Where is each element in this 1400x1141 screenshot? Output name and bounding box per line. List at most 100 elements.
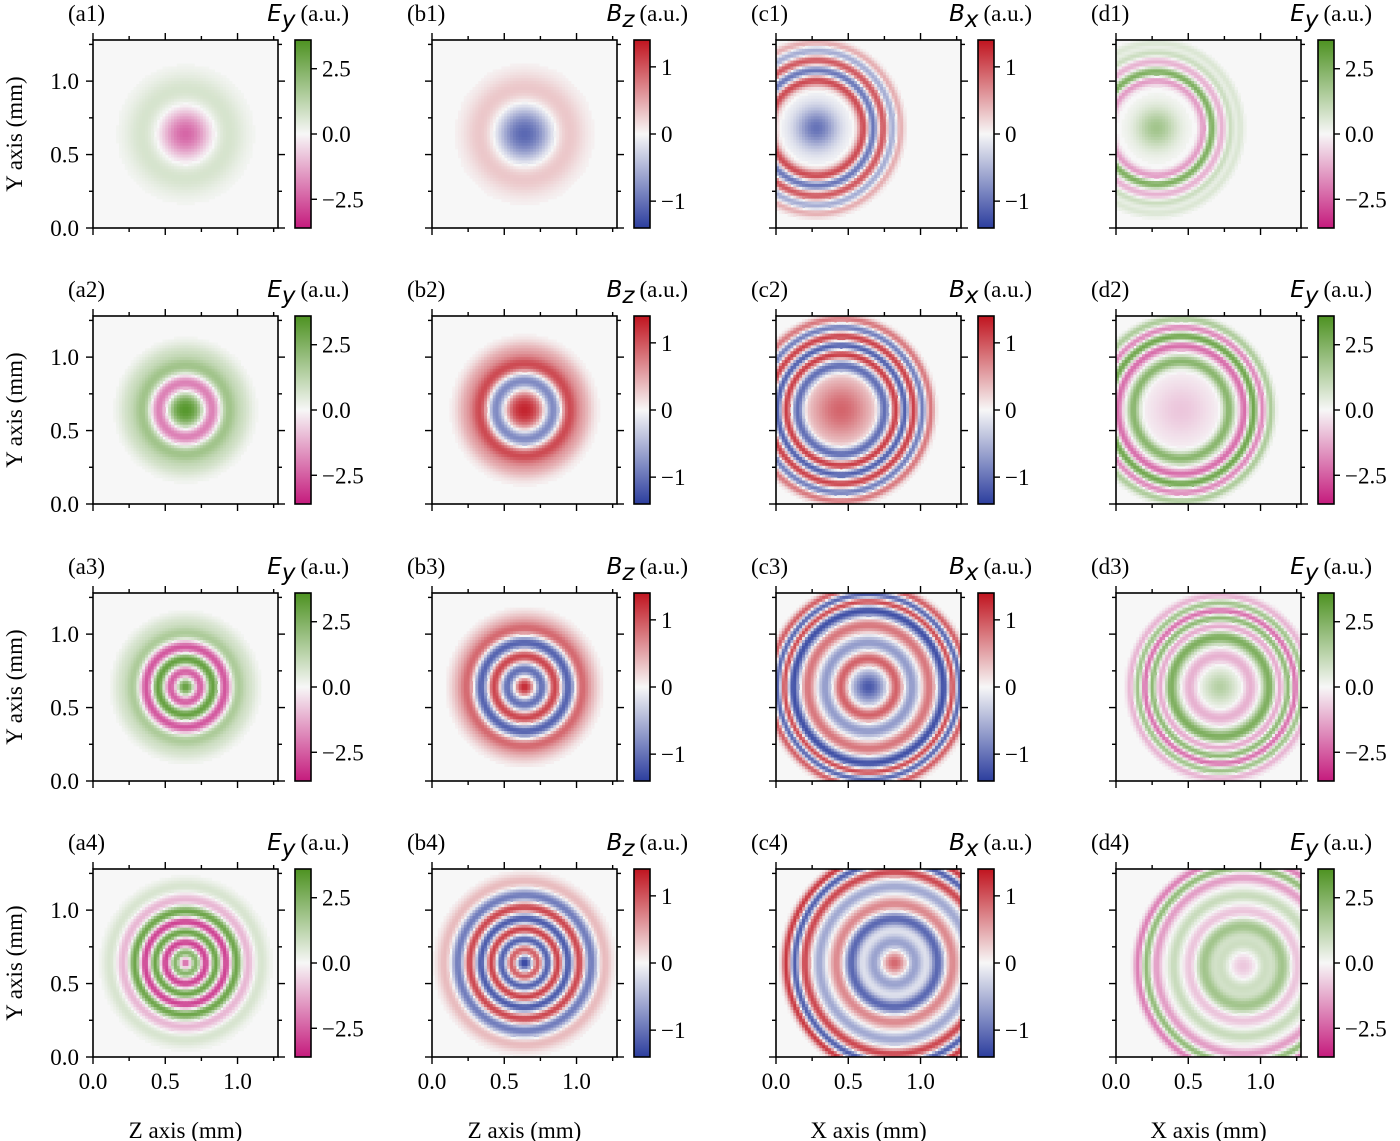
heatmap-cell bbox=[524, 78, 528, 82]
heatmap-cell bbox=[825, 63, 829, 68]
heatmap-cell bbox=[486, 78, 491, 82]
heatmap-cell bbox=[547, 125, 552, 129]
heatmap-cell bbox=[489, 75, 494, 79]
heatmap-cell bbox=[156, 89, 161, 94]
heatmap-cell bbox=[191, 125, 195, 129]
heatmap-cell bbox=[882, 75, 887, 79]
heatmap-cell bbox=[787, 95, 792, 100]
heatmap-cell bbox=[486, 178, 491, 182]
heatmap-cell bbox=[150, 116, 155, 120]
heatmap-cell bbox=[590, 122, 595, 126]
heatmap-cell bbox=[524, 169, 528, 173]
heatmap-cell bbox=[504, 87, 508, 91]
heatmap-cell bbox=[188, 172, 192, 176]
heatmap-cell bbox=[845, 69, 849, 73]
heatmap-cell bbox=[781, 42, 786, 47]
heatmap-cell bbox=[249, 110, 253, 115]
heatmap-cell bbox=[556, 87, 560, 91]
heatmap-cell bbox=[139, 145, 143, 150]
heatmap-cell bbox=[802, 42, 806, 47]
heatmap-cell bbox=[848, 81, 852, 85]
heatmap-cell bbox=[868, 54, 872, 59]
heatmap-cell bbox=[825, 134, 829, 138]
heatmap-cell bbox=[544, 75, 549, 79]
heatmap-cell bbox=[802, 119, 806, 123]
heatmap-cell bbox=[246, 104, 250, 109]
heatmap-cell bbox=[848, 95, 852, 100]
heatmap-cell bbox=[903, 110, 907, 115]
heatmap-cell bbox=[501, 122, 505, 126]
heatmap-cell bbox=[845, 110, 849, 115]
heatmap-cell bbox=[874, 136, 878, 141]
heatmap-cell bbox=[874, 78, 878, 82]
heatmap-cell bbox=[165, 78, 169, 82]
heatmap-cell bbox=[139, 183, 143, 188]
heatmap-cell bbox=[871, 72, 875, 76]
heatmap-cell bbox=[223, 107, 227, 112]
heatmap-cell bbox=[804, 89, 809, 94]
heatmap-cell bbox=[839, 81, 844, 85]
heatmap-cell bbox=[854, 116, 858, 120]
heatmap-cell bbox=[845, 57, 849, 62]
heatmap-cell bbox=[533, 113, 537, 117]
heatmap-cell bbox=[842, 145, 846, 150]
heatmap-cell bbox=[579, 116, 583, 120]
heatmap-cell bbox=[845, 75, 849, 79]
heatmap-cell bbox=[234, 116, 239, 120]
heatmap-cell bbox=[197, 84, 201, 88]
heatmap-cell bbox=[859, 128, 864, 132]
heatmap-cell bbox=[891, 81, 896, 85]
heatmap-cell bbox=[802, 48, 806, 53]
heatmap-cell bbox=[234, 131, 239, 135]
heatmap-cell bbox=[191, 189, 195, 194]
heatmap-cell bbox=[778, 89, 783, 94]
heatmap-cell bbox=[825, 145, 829, 150]
heatmap-cell bbox=[145, 160, 149, 164]
heatmap-cell bbox=[481, 166, 485, 170]
heatmap-cell bbox=[127, 148, 132, 153]
heatmap-cell bbox=[472, 113, 476, 117]
heatmap-cell bbox=[856, 75, 861, 79]
heatmap-cell bbox=[784, 84, 789, 88]
heatmap-cell bbox=[165, 172, 169, 176]
heatmap-cell bbox=[793, 42, 797, 47]
heatmap-cell bbox=[243, 148, 247, 153]
heatmap-cell bbox=[570, 169, 575, 173]
heatmap-cell bbox=[538, 169, 543, 173]
heatmap-cell bbox=[495, 81, 500, 85]
heatmap-cell bbox=[536, 107, 540, 112]
heatmap-cell bbox=[582, 107, 586, 112]
heatmap-cell bbox=[127, 131, 132, 135]
heatmap-cell bbox=[816, 101, 820, 106]
heatmap-cell bbox=[127, 169, 132, 173]
heatmap-cell bbox=[816, 45, 820, 50]
heatmap-cell bbox=[136, 107, 140, 112]
heatmap-cell bbox=[249, 113, 253, 117]
heatmap-cell bbox=[495, 189, 500, 194]
heatmap-cell bbox=[564, 151, 569, 156]
heatmap-cell bbox=[781, 125, 786, 129]
heatmap-cell bbox=[208, 181, 213, 185]
heatmap-cell bbox=[214, 163, 218, 167]
heatmap-cell bbox=[121, 151, 126, 156]
heatmap-cell bbox=[527, 63, 531, 68]
heatmap-cell bbox=[486, 128, 491, 132]
heatmap-cell bbox=[466, 136, 471, 141]
heatmap-cell bbox=[234, 166, 239, 170]
heatmap-cell bbox=[842, 54, 846, 59]
heatmap-cell bbox=[564, 139, 569, 144]
heatmap-cell bbox=[507, 169, 511, 173]
heatmap-cell bbox=[810, 113, 815, 117]
heatmap-cell bbox=[130, 131, 135, 135]
heatmap-cell bbox=[466, 125, 471, 129]
heatmap-cell bbox=[874, 131, 878, 135]
heatmap-cell bbox=[205, 172, 210, 176]
heatmap-cell bbox=[162, 89, 166, 94]
heatmap-cell bbox=[194, 183, 198, 188]
heatmap-cell bbox=[194, 81, 198, 85]
heatmap-cell bbox=[510, 181, 514, 185]
heatmap-cell bbox=[865, 145, 870, 150]
heatmap-cell bbox=[564, 163, 569, 167]
heatmap-cell bbox=[579, 101, 583, 106]
heatmap-cell bbox=[842, 87, 846, 91]
